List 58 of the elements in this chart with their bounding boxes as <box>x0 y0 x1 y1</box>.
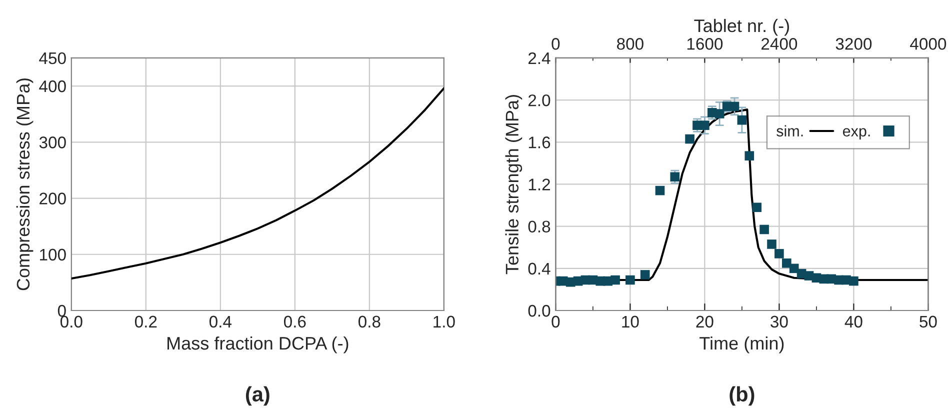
x2-tick-label: 1600 <box>687 38 723 50</box>
point <box>767 240 776 249</box>
x-tick-label: 0.2 <box>134 316 157 328</box>
y-tick-label: 1.6 <box>528 136 550 148</box>
point <box>744 151 754 160</box>
point <box>626 275 635 285</box>
x-tick-label: 30 <box>770 316 788 328</box>
x-tick-label: 0.4 <box>209 316 232 328</box>
point <box>774 249 784 258</box>
legend-label: exp. <box>842 128 870 140</box>
x2-tick-label: 0 <box>552 38 560 50</box>
x-axis-title: Mass fraction DCPA (-) <box>168 336 348 354</box>
y-tick-label: 2.4 <box>528 52 550 64</box>
point <box>849 276 858 286</box>
point <box>714 109 724 118</box>
text: (b) <box>730 386 754 406</box>
x-tick-label: 50 <box>920 316 937 328</box>
x2-axis-title: Tablet nr. (-) <box>694 18 789 36</box>
y-tick-label: 1.2 <box>528 178 550 190</box>
y-tick-label: 0.4 <box>528 262 550 275</box>
y-tick-label: 400 <box>39 80 66 92</box>
x-axis-title: Time (min) <box>700 336 784 354</box>
y-tick-label: 2.0 <box>528 94 550 106</box>
point <box>700 120 710 130</box>
point <box>760 224 769 234</box>
x-tick-label: 0.0 <box>60 316 82 328</box>
x-tick-label: 10 <box>622 316 639 328</box>
y-tick-label: 300 <box>39 136 66 148</box>
x2-tick-label: 2400 <box>761 38 798 50</box>
y-tick-label: 450 <box>39 52 66 64</box>
y-tick-label: 0.8 <box>528 220 550 233</box>
point <box>670 172 680 182</box>
y-tick-label: 0.0 <box>528 304 550 317</box>
x-tick-label: 0.8 <box>358 316 380 328</box>
y-axis-title: Tensile strength (MPa) <box>505 95 522 274</box>
point <box>752 202 762 212</box>
point <box>685 134 694 144</box>
x2-tick-label: 3200 <box>836 38 872 50</box>
line-series <box>71 87 444 280</box>
x2-tick-label: 800 <box>617 38 644 50</box>
point <box>730 102 740 112</box>
point <box>640 270 650 280</box>
point <box>737 115 747 125</box>
legend-label: sim. <box>776 125 803 136</box>
x-tick-label: 0.6 <box>284 316 306 328</box>
x-tick-label: 0 <box>552 316 560 328</box>
x-tick-label: 40 <box>844 316 862 328</box>
y-tick-label: 0 <box>58 304 66 317</box>
y-tick-label: 200 <box>40 192 66 204</box>
text: (a) <box>246 386 270 406</box>
y-tick-label: 100 <box>40 248 66 261</box>
x2-tick-label: 4000 <box>910 38 946 50</box>
x-tick-label: 20 <box>696 316 714 328</box>
point <box>610 275 620 285</box>
y-axis-title: Compression stress (MPa) <box>16 78 34 290</box>
point <box>655 186 665 196</box>
x-tick-label: 1.0 <box>434 316 455 328</box>
point <box>782 258 792 268</box>
